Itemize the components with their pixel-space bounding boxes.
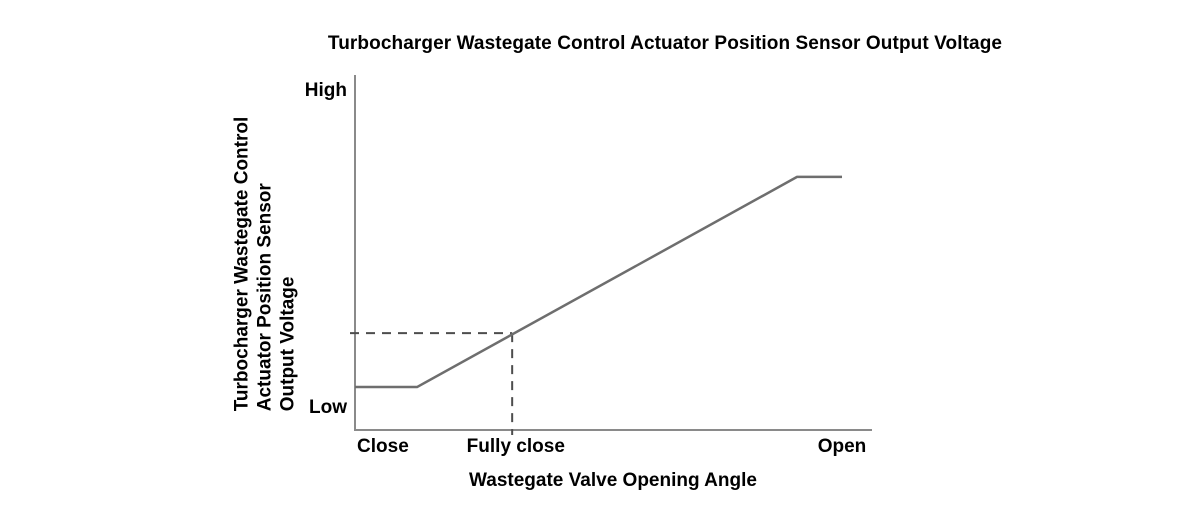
x-tick-open: Open: [817, 436, 867, 457]
y-tick-low: Low: [309, 396, 347, 418]
sensor-output-curve: [355, 175, 843, 389]
x-axis-title: Wastegate Valve Opening Angle: [469, 470, 757, 491]
x-tick-close: Close: [357, 436, 409, 457]
y-tick-high: High: [304, 79, 347, 101]
chart-title: Turbocharger Wastegate Control Actuator …: [327, 33, 1003, 54]
x-tick-fully-close: Fully close: [466, 436, 565, 457]
